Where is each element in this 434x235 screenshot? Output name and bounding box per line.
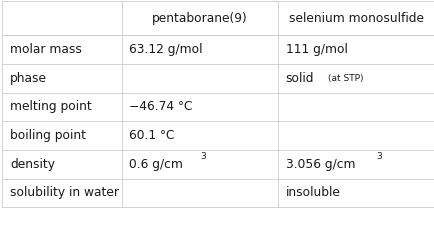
Text: boiling point: boiling point bbox=[10, 129, 86, 142]
Text: selenium monosulfide: selenium monosulfide bbox=[289, 12, 424, 25]
Text: phase: phase bbox=[10, 72, 47, 85]
Text: 63.12 g/mol: 63.12 g/mol bbox=[129, 43, 203, 56]
Text: 111 g/mol: 111 g/mol bbox=[286, 43, 348, 56]
Text: −46.74 °C: −46.74 °C bbox=[129, 100, 193, 114]
Text: pentaborane(9): pentaborane(9) bbox=[152, 12, 247, 25]
Text: melting point: melting point bbox=[10, 100, 92, 114]
Text: 0.6 g/cm: 0.6 g/cm bbox=[129, 158, 183, 171]
Text: 3: 3 bbox=[377, 152, 382, 161]
Text: solid: solid bbox=[286, 72, 314, 85]
Text: molar mass: molar mass bbox=[10, 43, 82, 56]
Text: density: density bbox=[10, 158, 55, 171]
Text: solubility in water: solubility in water bbox=[10, 186, 119, 200]
Text: 3.056 g/cm: 3.056 g/cm bbox=[286, 158, 355, 171]
Text: 60.1 °C: 60.1 °C bbox=[129, 129, 175, 142]
Text: insoluble: insoluble bbox=[286, 186, 340, 200]
Text: 3: 3 bbox=[200, 152, 206, 161]
Text: (at STP): (at STP) bbox=[328, 74, 363, 83]
